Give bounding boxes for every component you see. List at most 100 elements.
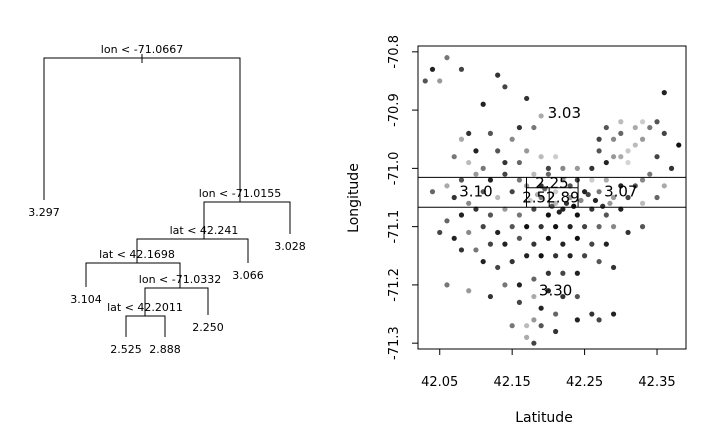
data-point: [585, 191, 591, 198]
leaf-value: 2.525: [110, 343, 142, 356]
data-point: [502, 206, 508, 212]
data-point: [466, 229, 472, 236]
tree-branch: [203, 201, 291, 239]
data-point: [589, 311, 595, 317]
data-point: [639, 177, 646, 183]
data-point: [509, 323, 515, 329]
data-point: [516, 212, 523, 218]
data-point: [560, 165, 566, 171]
region-label: 3.07: [604, 183, 637, 201]
region-label: 3.30: [539, 282, 572, 300]
data-point: [458, 212, 465, 218]
x-tick-label: 42.35: [638, 375, 675, 390]
data-point: [538, 323, 544, 329]
data-point: [607, 200, 613, 206]
data-point: [574, 293, 580, 300]
region-label: 2.52: [522, 189, 555, 207]
data-point: [487, 293, 494, 300]
data-point: [589, 241, 595, 247]
tree-branch: [136, 238, 249, 263]
data-point: [654, 154, 660, 160]
plot-frame: [417, 45, 687, 350]
y-tick-label: -71.2: [387, 268, 402, 302]
data-point: [495, 264, 501, 271]
data-point: [596, 189, 602, 195]
data-point: [429, 66, 436, 72]
data-point: [632, 142, 638, 148]
y-tick-label: -70.9: [387, 93, 402, 127]
data-point: [603, 124, 609, 131]
split-label: lon < -71.0332: [139, 273, 221, 286]
data-point: [495, 148, 501, 154]
data-point: [596, 136, 602, 142]
data-point: [603, 212, 609, 218]
data-point: [553, 189, 559, 195]
data-point: [567, 183, 573, 189]
data-point: [545, 165, 551, 171]
data-point: [527, 197, 533, 204]
split-lines: [418, 176, 686, 208]
data-point: [618, 130, 624, 137]
data-point: [632, 124, 638, 131]
split-label: lat < 42.2011: [107, 301, 183, 314]
data-point: [618, 154, 624, 160]
data-point: [545, 288, 551, 294]
data-point: [553, 311, 559, 317]
data-point: [574, 235, 580, 241]
data-point: [524, 224, 530, 230]
data-point: [553, 154, 559, 160]
tree-branch: [144, 287, 209, 316]
data-point: [589, 165, 595, 171]
data-point: [516, 235, 523, 241]
data-point: [473, 148, 479, 154]
data-point: [589, 177, 595, 183]
leaf-value: 3.066: [232, 269, 264, 282]
x-axis: 42.05 42.15 42.25 42.35: [421, 349, 676, 390]
data-point: [647, 171, 653, 177]
data-point: [531, 293, 537, 300]
data-point: [451, 235, 457, 241]
data-point: [516, 124, 523, 131]
leaf-value: 2.250: [192, 321, 224, 334]
data-point: [487, 130, 494, 137]
data-point: [451, 194, 457, 201]
data-point: [451, 154, 457, 160]
data-point: [495, 72, 501, 78]
data-point: [466, 159, 472, 166]
data-point: [545, 171, 551, 177]
y-tick-label: -71.3: [387, 326, 402, 360]
data-point: [581, 253, 588, 259]
split-label: lon < -71.0155: [199, 187, 281, 200]
data-point: [592, 197, 599, 204]
data-point: [654, 194, 660, 201]
data-point: [578, 197, 584, 204]
data-point: [553, 328, 559, 335]
data-point: [534, 191, 541, 198]
data-point: [639, 136, 646, 142]
data-point: [553, 253, 559, 259]
data-point: [473, 247, 479, 253]
data-point: [502, 84, 508, 90]
data-point: [516, 177, 523, 183]
data-point: [480, 224, 486, 230]
x-tick-label: 42.25: [566, 375, 603, 390]
data-point: [560, 270, 566, 276]
data-point: [560, 241, 566, 247]
data-point: [531, 124, 537, 131]
y-axis-label: Longitude: [346, 163, 362, 233]
data-point: [429, 189, 436, 195]
data-point: [596, 224, 602, 230]
split-label: lat < 42.1698: [99, 248, 175, 261]
data-point: [444, 183, 450, 189]
data-point: [647, 124, 653, 131]
data-point: [661, 130, 667, 137]
data-point: [567, 224, 573, 230]
data-point: [458, 247, 465, 253]
data-point: [639, 224, 646, 230]
y-tick-label: -71.1: [387, 210, 402, 244]
data-point: [531, 317, 537, 323]
tree-branch: [85, 262, 181, 288]
data-point: [596, 258, 602, 265]
data-point: [531, 206, 537, 212]
